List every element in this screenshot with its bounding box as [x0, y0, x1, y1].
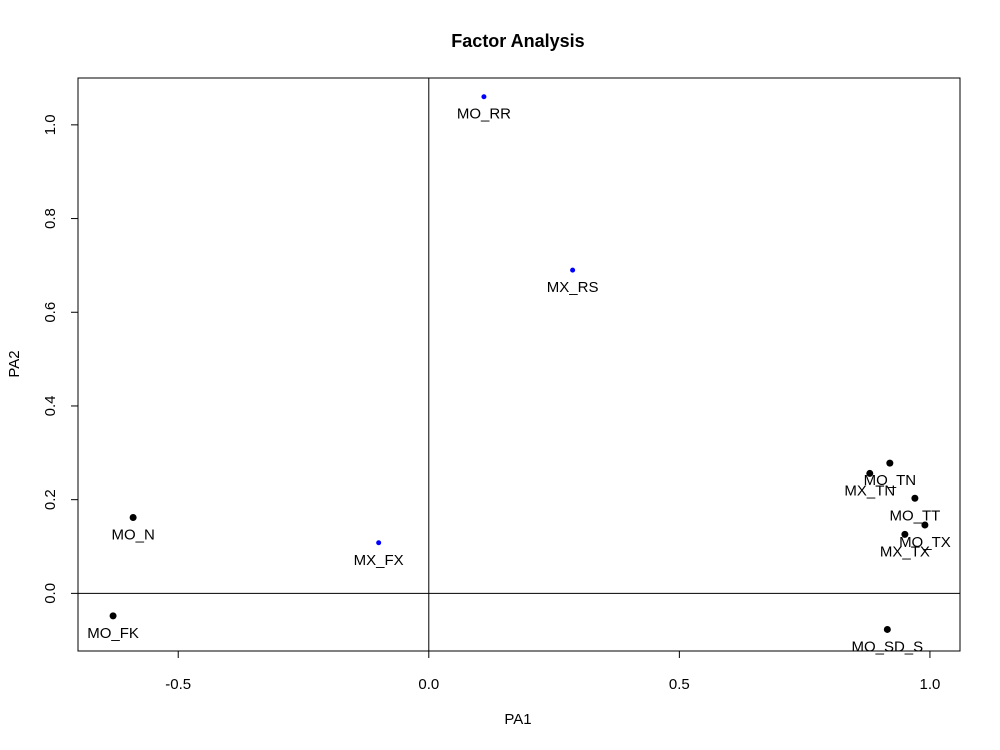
data-point	[911, 494, 919, 502]
data-point	[481, 94, 487, 100]
y-axis-title: PA2	[6, 350, 23, 377]
y-tick-label: 0.8	[42, 208, 59, 229]
reference-lines	[78, 78, 960, 651]
data-point	[901, 530, 909, 538]
data-point-label: MO_SD_S	[851, 638, 923, 655]
data-points	[109, 94, 929, 633]
x-tick-label: 0.5	[669, 676, 690, 693]
x-axis-title: PA1	[504, 711, 531, 728]
y-tick-label: 0.4	[42, 396, 59, 417]
y-tick-label: 0.0	[42, 583, 59, 604]
data-point	[866, 469, 874, 477]
x-axis: -0.5 0.0 0.5 1.0	[165, 650, 941, 693]
data-point-label: MO_FK	[87, 625, 139, 642]
y-axis: 0.0 0.2 0.4 0.6 0.8 1.0	[42, 114, 79, 604]
data-point-label: MX_FX	[354, 552, 404, 569]
data-point-label: MX_TN	[844, 482, 895, 499]
x-tick-label: 1.0	[920, 676, 941, 693]
data-point-label: MO_N	[111, 526, 154, 543]
data-point-label: MO_RR	[457, 106, 511, 123]
x-tick-label: 0.0	[418, 676, 439, 693]
data-point	[376, 540, 382, 546]
data-point-label: MO_TN	[864, 472, 917, 489]
x-tick-label: -0.5	[165, 676, 191, 693]
data-point	[570, 267, 576, 273]
data-point	[129, 513, 137, 521]
data-point	[883, 625, 891, 633]
data-point-label: MX_RS	[547, 279, 599, 296]
chart-title: Factor Analysis	[451, 31, 584, 51]
y-tick-label: 0.6	[42, 302, 59, 323]
data-point	[886, 459, 894, 467]
data-point	[921, 521, 929, 529]
y-tick-label: 1.0	[42, 114, 59, 135]
data-point-label: MO_TT	[889, 507, 940, 524]
plot-frame	[77, 77, 961, 652]
data-point-label: MO_TX	[899, 534, 951, 551]
data-point-label: MX_TX	[880, 543, 930, 560]
data-point	[109, 612, 117, 620]
y-tick-label: 0.2	[42, 489, 59, 510]
